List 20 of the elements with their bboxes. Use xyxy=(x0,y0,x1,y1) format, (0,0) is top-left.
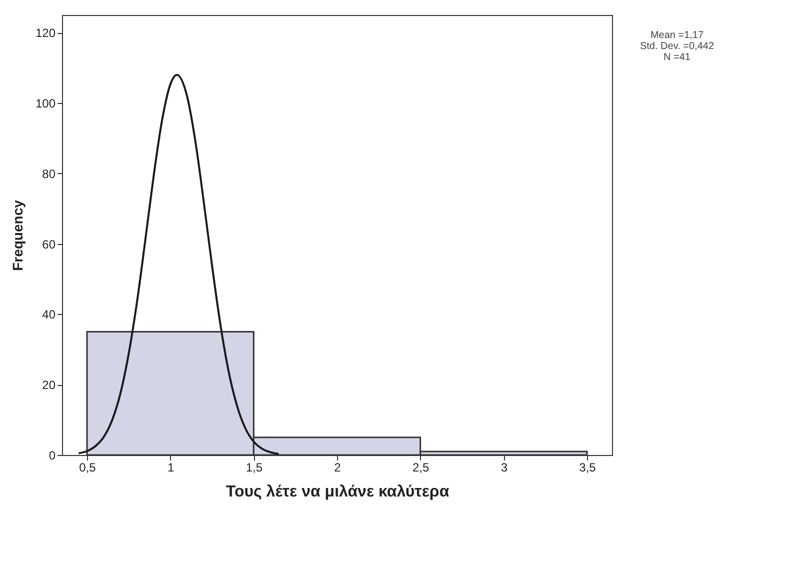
x-tick-label: 1 xyxy=(167,460,174,474)
y-tick-label: 60 xyxy=(42,237,56,252)
y-tick-label: 20 xyxy=(42,378,56,392)
x-tick-label: 1,5 xyxy=(246,460,263,474)
y-tick-label: 100 xyxy=(35,96,56,110)
text: Std. Dev. =0,442 xyxy=(640,41,714,52)
text: N =41 xyxy=(664,52,691,63)
y-tick-label: 80 xyxy=(42,166,56,181)
text: Mean =1,17 xyxy=(650,30,704,41)
x-axis-title: Τους λέτε να μιλάνε καλύτερα xyxy=(226,484,450,500)
x-tick-label: 0,5 xyxy=(79,460,96,474)
y-tick-label: 40 xyxy=(42,308,56,322)
line-series xyxy=(78,74,280,455)
x-tick-label: 2 xyxy=(334,460,342,474)
y-axis-title: Frequency xyxy=(9,200,26,271)
y-tick-label: 0 xyxy=(48,448,56,462)
y-tick-label: 120 xyxy=(35,26,56,40)
x-tick-label: 3 xyxy=(500,460,508,474)
x-tick-label: 2,5 xyxy=(412,460,430,474)
x-tick-label: 3,5 xyxy=(579,460,596,474)
